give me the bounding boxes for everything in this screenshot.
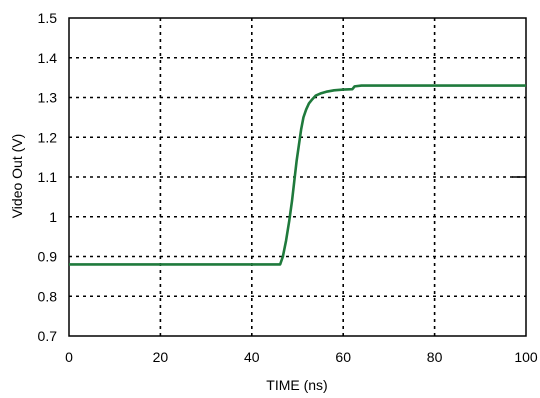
y-tick-label: 1.2 — [38, 129, 58, 145]
x-tick-label: 80 — [427, 349, 443, 365]
y-axis-label: Video Out (V) — [9, 134, 25, 219]
series-layer — [69, 84, 526, 266]
tick-labels: 0 20 40 60 80 100 0.7 0.8 0.9 1 1.1 1.2 1.3 1.4 1.5 — [38, 10, 538, 365]
x-tick-label: 60 — [335, 349, 351, 365]
y-tick-label: 1 — [49, 209, 57, 225]
x-tick-label: 0 — [65, 349, 73, 365]
grid — [69, 18, 526, 336]
y-tick-label: 0.9 — [38, 249, 58, 265]
y-tick-label: 0.7 — [38, 328, 58, 344]
x-tick-label: 40 — [244, 349, 260, 365]
y-tick-label: 0.8 — [38, 288, 58, 304]
series-line-0 — [69, 84, 526, 266]
plot-frame — [68, 17, 527, 337]
y-tick-label: 1.4 — [38, 50, 58, 66]
x-axis-label: TIME (ns) — [266, 377, 327, 393]
x-tick-label: 100 — [514, 349, 538, 365]
plot-frame-rect — [68, 17, 527, 337]
y-tick-label: 1.1 — [38, 169, 58, 185]
x-tick-label: 20 — [153, 349, 169, 365]
y-tick-label: 1.5 — [38, 10, 58, 26]
y-tick-label: 1.3 — [38, 90, 58, 106]
